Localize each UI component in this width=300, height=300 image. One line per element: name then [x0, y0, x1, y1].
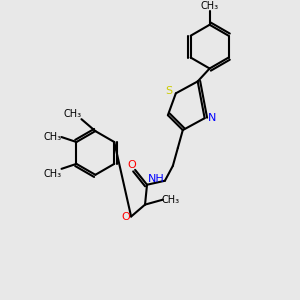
Text: N: N [207, 113, 216, 123]
Text: NH: NH [148, 174, 164, 184]
Text: CH₃: CH₃ [44, 169, 62, 179]
Text: CH₃: CH₃ [201, 1, 219, 11]
Text: O: O [128, 160, 136, 170]
Text: CH₃: CH₃ [44, 132, 62, 142]
Text: CH₃: CH₃ [162, 195, 180, 205]
Text: S: S [165, 86, 172, 96]
Text: CH₃: CH₃ [63, 109, 82, 119]
Text: O: O [122, 212, 130, 221]
